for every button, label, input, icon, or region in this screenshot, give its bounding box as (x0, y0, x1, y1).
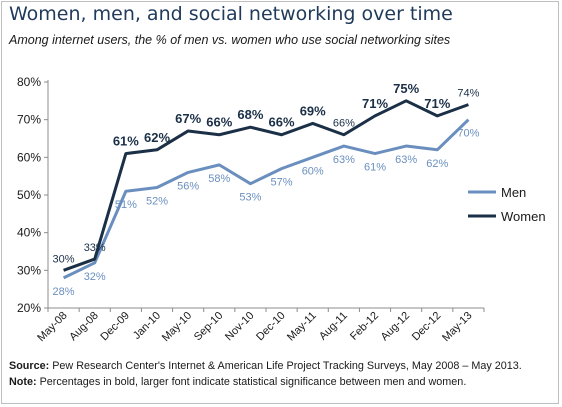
x-tick-label: Sep-10 (192, 310, 226, 344)
data-label-men: 63% (395, 154, 417, 166)
data-label-women: 68% (237, 107, 263, 122)
x-tick-label: May-10 (160, 310, 194, 344)
x-tick-label: Dec-10 (254, 310, 288, 344)
x-tick-label: Aug-08 (67, 310, 101, 344)
source-note: Source: Pew Research Center's Internet &… (9, 360, 522, 372)
x-tick-label: Aug-12 (379, 310, 413, 344)
x-tick-label: Aug-11 (317, 310, 350, 343)
data-label-men: 32% (84, 271, 106, 283)
series-line-women (63, 99, 469, 272)
data-label-women: 33% (84, 242, 106, 254)
x-tick-label: Dec-12 (410, 310, 444, 344)
data-label-men: 57% (271, 177, 293, 189)
data-label-men: 63% (333, 154, 355, 166)
note-text: Percentages in bold, larger font indicat… (39, 376, 467, 388)
source-label: Source: (9, 360, 50, 372)
data-label-men: 52% (146, 195, 168, 207)
y-tick-label: 80% (17, 75, 41, 89)
data-label-women: 69% (300, 103, 326, 118)
x-tick-label: May-13 (440, 310, 474, 344)
y-tick-label: 30% (17, 263, 41, 277)
data-label-men: 60% (302, 165, 324, 177)
series-line-men (62, 118, 470, 280)
legend-label-women: Women (501, 209, 546, 224)
data-label-men: 58% (208, 173, 230, 185)
legend-label-men: Men (501, 185, 526, 200)
note-label: Note: (9, 376, 37, 388)
y-tick-label: 70% (17, 113, 41, 127)
data-label-men: 56% (177, 180, 199, 192)
data-label-men: 51% (115, 199, 137, 211)
x-tick-label: Jan-10 (131, 310, 163, 342)
data-label-women: 62% (144, 130, 170, 145)
data-label-women: 71% (362, 96, 388, 111)
data-label-women: 66% (206, 115, 232, 130)
x-tick-label: Nov-10 (223, 310, 257, 344)
y-tick-label: 60% (17, 150, 41, 164)
y-tick-label: 50% (17, 188, 41, 202)
data-label-women: 61% (113, 134, 139, 149)
data-label-women: 74% (457, 88, 479, 100)
data-label-men: 70% (457, 128, 479, 140)
x-tick-label: Dec-09 (98, 310, 132, 344)
data-label-men: 53% (239, 192, 261, 204)
data-label-men: 62% (426, 158, 448, 170)
x-tick-label: May-11 (285, 310, 319, 344)
data-label-men: 28% (53, 286, 75, 298)
footnote: Note: Percentages in bold, larger font i… (9, 376, 466, 388)
y-tick-label: 20% (17, 301, 41, 315)
x-tick-label: Feb-12 (348, 310, 381, 343)
data-label-women: 66% (333, 118, 355, 130)
data-label-women: 30% (53, 253, 75, 265)
y-tick-label: 40% (17, 226, 41, 240)
chart-subtitle: Among internet users, the % of men vs. w… (9, 33, 451, 47)
data-label-men: 61% (364, 162, 386, 174)
data-label-women: 66% (269, 115, 295, 130)
data-label-women: 71% (424, 96, 450, 111)
source-text: Pew Research Center's Internet & America… (52, 360, 522, 372)
data-label-women: 67% (175, 111, 201, 126)
data-label-women: 75% (393, 81, 419, 96)
chart-title: Women, men, and social networking over t… (9, 3, 453, 25)
